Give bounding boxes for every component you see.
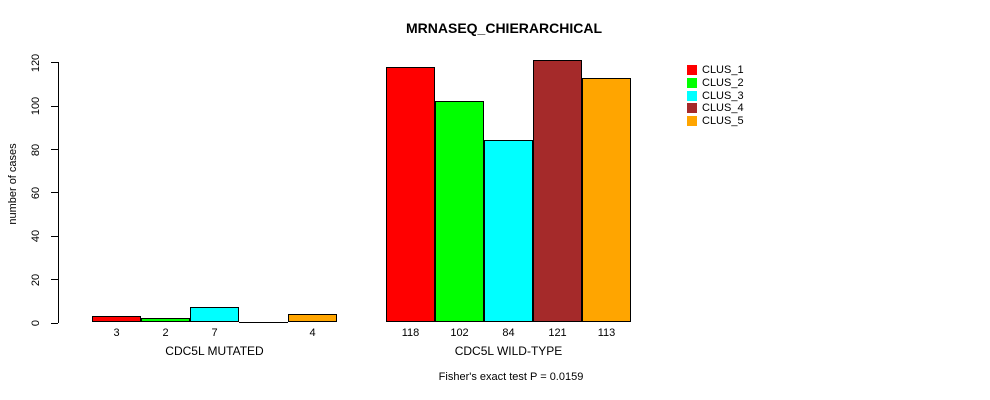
bar-value-label: 4: [309, 327, 316, 339]
bar-clus_1-wild-type: [386, 66, 435, 323]
bar-clus_3-wild-type: [484, 140, 533, 323]
legend-label-clus_1: CLUS_1: [702, 64, 744, 76]
bar-value-label: 7: [211, 327, 218, 339]
legend-swatch-clus_3: [687, 90, 697, 101]
y-tick-mark: [51, 105, 58, 107]
y-tick-label: 100: [30, 97, 42, 116]
y-axis-line: [58, 62, 59, 324]
bar-clus_3-mutated: [190, 307, 239, 323]
y-tick-mark: [51, 279, 58, 281]
bar-clus_4-zero: [239, 321, 288, 323]
legend-swatch-clus_5: [687, 116, 697, 127]
fisher-test-note: Fisher's exact test P = 0.0159: [438, 371, 584, 383]
y-tick-mark: [51, 149, 58, 151]
y-tick-label: 80: [30, 143, 42, 156]
bar-value-label: 2: [162, 327, 169, 339]
bar-value-label: 113: [597, 327, 616, 339]
bar-value-label: 3: [113, 327, 120, 339]
bar-clus_2-wild-type: [435, 101, 484, 323]
y-tick-label: 20: [30, 273, 42, 286]
bar-value-label: 102: [450, 327, 469, 339]
bar-clus_5-mutated: [288, 313, 337, 323]
y-tick-mark: [51, 62, 58, 64]
y-tick-label: 0: [30, 319, 42, 327]
bar-value-label: 121: [548, 327, 567, 339]
legend-label-clus_5: CLUS_5: [702, 115, 744, 128]
legend-label-clus_3: CLUS_3: [702, 89, 744, 102]
bar-value-label: 118: [401, 327, 420, 339]
bar-clus_2-mutated: [141, 318, 190, 323]
chart-title: MRNASEQ_CHIERARCHICAL: [405, 20, 603, 36]
bar-clus_5-wild-type: [582, 77, 631, 323]
legend-swatch-clus_4: [687, 103, 697, 114]
bar-value-label: 84: [502, 327, 515, 339]
y-tick-mark: [51, 192, 58, 194]
bar-clus_4-wild-type: [533, 60, 582, 323]
y-tick-label: 120: [30, 53, 42, 73]
legend-swatch-clus_1: [687, 65, 697, 75]
legend-label-clus_4: CLUS_4: [702, 102, 744, 115]
y-tick-label: 60: [30, 186, 42, 200]
bar-clus_1-mutated: [92, 315, 141, 323]
y-axis-title: number of cases: [7, 143, 19, 225]
legend-swatch-clus_2: [687, 77, 697, 88]
y-tick-label: 40: [30, 230, 42, 243]
legend-label-clus_2: CLUS_2: [702, 76, 744, 89]
x-axis-group-label: CDC5L MUTATED: [165, 344, 264, 358]
y-tick-mark: [51, 322, 58, 324]
x-axis-group-label: CDC5L WILD-TYPE: [454, 344, 563, 358]
y-tick-mark: [51, 235, 58, 237]
